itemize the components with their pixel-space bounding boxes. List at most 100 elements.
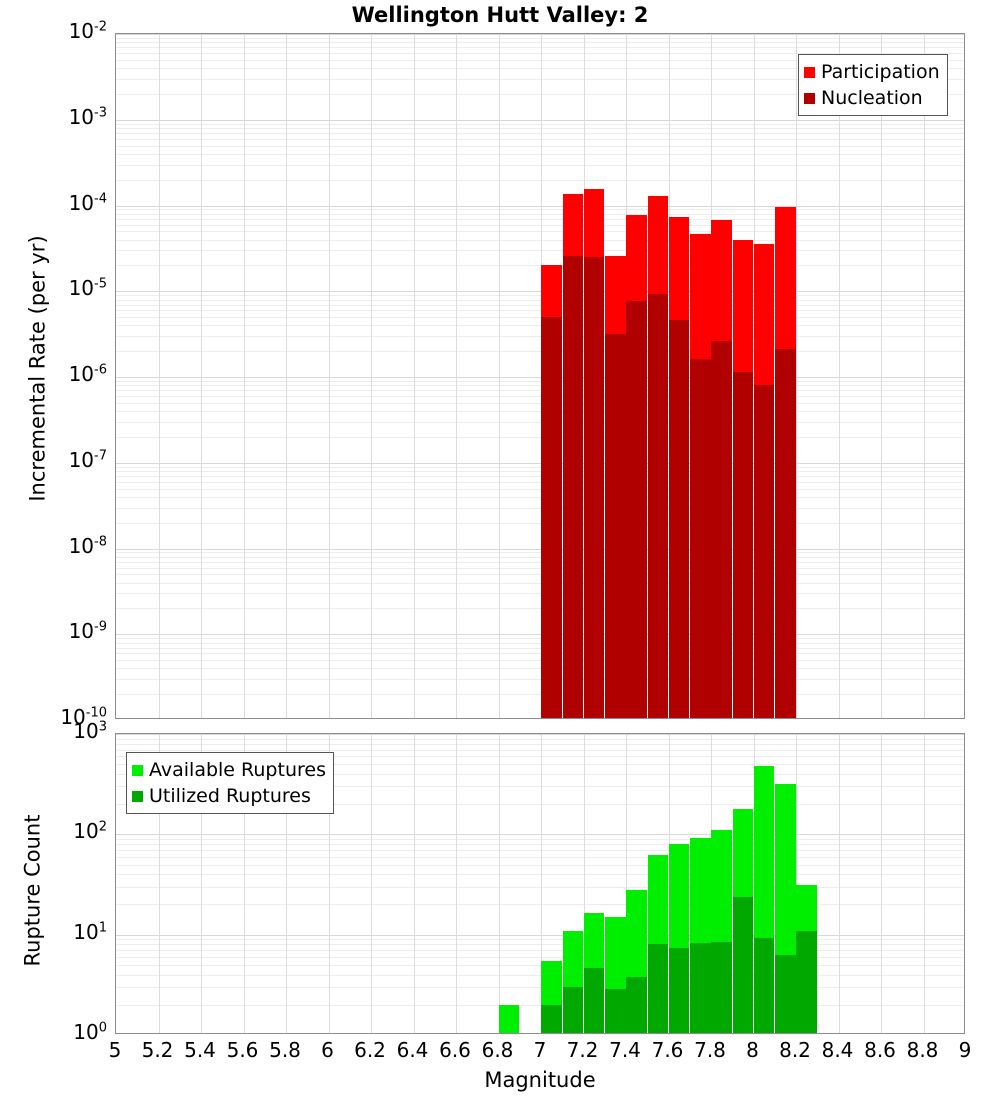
gridline-minor bbox=[116, 390, 964, 392]
gridline-vertical bbox=[498, 734, 500, 1033]
bar-nucleation bbox=[626, 300, 647, 718]
gridline-minor bbox=[116, 844, 964, 846]
gridline-major bbox=[116, 205, 964, 207]
gridline-minor bbox=[116, 786, 964, 788]
gridline-minor bbox=[116, 231, 964, 233]
gridline-major bbox=[116, 377, 964, 378]
x-axis-tick-label: 7 bbox=[533, 1038, 547, 1062]
gridline-vertical bbox=[243, 734, 245, 1033]
gridline-minor bbox=[116, 956, 964, 958]
gridline-minor bbox=[116, 556, 964, 558]
bar-utilized-ruptures bbox=[668, 948, 690, 1033]
gridline-minor bbox=[116, 496, 964, 498]
gridline-vertical bbox=[796, 734, 797, 1033]
incremental-rate-plot bbox=[115, 33, 965, 719]
gridline-minor bbox=[116, 466, 964, 468]
gridline-minor bbox=[116, 128, 964, 130]
gridline-vertical bbox=[626, 734, 627, 1033]
gridline-minor bbox=[116, 950, 964, 952]
y-axis-tick-label: 100 bbox=[73, 1020, 107, 1044]
gridline-minor bbox=[116, 218, 964, 220]
gridline-minor bbox=[116, 939, 964, 941]
x-axis-tick-label: 8 bbox=[746, 1038, 759, 1062]
x-axis-tick-label: 7.8 bbox=[694, 1038, 726, 1062]
x-axis-tick-label: 8.2 bbox=[779, 1038, 811, 1062]
bar-nucleation bbox=[583, 257, 605, 718]
gridline-minor bbox=[116, 574, 964, 576]
x-axis-tick-label: 6.8 bbox=[481, 1038, 514, 1062]
gridline-minor bbox=[116, 396, 964, 398]
gridline-vertical bbox=[583, 734, 585, 1033]
bar-nucleation bbox=[775, 349, 796, 718]
gridline-minor bbox=[116, 411, 964, 413]
gridline-major bbox=[116, 548, 964, 550]
gridline-vertical bbox=[881, 734, 882, 1033]
bar-utilized-ruptures bbox=[541, 1004, 562, 1033]
legend-label: Participation bbox=[821, 60, 940, 83]
bar-utilized-ruptures bbox=[647, 944, 669, 1033]
legend-swatch-icon bbox=[804, 92, 815, 104]
gridline-minor bbox=[116, 380, 964, 382]
y-axis-tick-label: 10-8 bbox=[68, 533, 107, 558]
gridline-minor bbox=[116, 582, 964, 584]
incremental-rate-legend: Participation Nucleation bbox=[798, 54, 948, 116]
gridline-vertical bbox=[158, 734, 160, 1033]
bar-utilized-ruptures bbox=[775, 955, 796, 1033]
gridline-vertical bbox=[541, 734, 542, 1033]
gridline-minor bbox=[116, 42, 964, 44]
legend-item: Utilized Ruptures bbox=[132, 783, 326, 809]
gridline-vertical bbox=[328, 734, 330, 1033]
gridline-minor bbox=[116, 668, 964, 670]
y-axis-tick-label: 10-6 bbox=[68, 362, 107, 386]
bar-utilized-ruptures bbox=[605, 988, 626, 1033]
gridline-minor bbox=[116, 47, 964, 49]
page-title: Wellington Hutt Valley: 2 bbox=[351, 3, 649, 27]
gridline-minor bbox=[116, 265, 964, 267]
legend-item: Participation bbox=[804, 59, 940, 85]
x-axis-tick-label: 7.2 bbox=[566, 1038, 599, 1062]
y-axis-tick-label: 10-4 bbox=[68, 190, 107, 215]
gridline-minor bbox=[116, 68, 964, 70]
gridline-minor bbox=[116, 153, 964, 155]
bar-utilized-ruptures bbox=[732, 896, 754, 1033]
x-axis-tick-label: 5.8 bbox=[269, 1038, 301, 1062]
bar-nucleation bbox=[668, 320, 690, 718]
gridline-minor bbox=[116, 743, 964, 745]
gridline-vertical bbox=[881, 34, 882, 718]
legend-item: Available Ruptures bbox=[132, 757, 326, 783]
legend-label: Nucleation bbox=[821, 86, 923, 109]
gridline-minor bbox=[116, 694, 964, 696]
gridline-vertical bbox=[413, 34, 415, 718]
gridline-minor bbox=[116, 756, 964, 758]
gridline-minor bbox=[116, 164, 964, 166]
gridline-minor bbox=[116, 295, 964, 297]
gridline-minor bbox=[116, 250, 964, 252]
gridline-minor bbox=[116, 738, 964, 740]
gridline-minor bbox=[116, 336, 964, 338]
gridline-minor bbox=[116, 507, 964, 509]
x-axis-tick-label: 7.4 bbox=[609, 1038, 641, 1062]
bar-nucleation bbox=[541, 317, 562, 718]
x-axis-tick-label: 8.4 bbox=[821, 1038, 854, 1062]
gridline-minor bbox=[116, 1004, 964, 1006]
gridline-minor bbox=[116, 974, 964, 976]
bar-nucleation bbox=[753, 385, 775, 718]
y-axis-tick-label: 10-7 bbox=[68, 447, 107, 472]
gridline-minor bbox=[116, 608, 964, 610]
bar-nucleation bbox=[711, 341, 732, 718]
gridline-vertical bbox=[286, 34, 287, 718]
gridline-minor bbox=[116, 488, 964, 490]
gridline-minor bbox=[116, 213, 964, 215]
gridline-minor bbox=[116, 317, 964, 319]
gridline-minor bbox=[116, 838, 964, 840]
bar-nucleation bbox=[605, 333, 626, 718]
gridline-minor bbox=[116, 310, 964, 312]
gridline-vertical bbox=[923, 34, 925, 718]
gridline-vertical bbox=[371, 734, 372, 1033]
legend-label: Available Ruptures bbox=[149, 758, 326, 781]
y-axis-tick-label: 102 bbox=[73, 819, 107, 844]
x-axis-tick-label: 6 bbox=[321, 1038, 334, 1062]
gridline-minor bbox=[116, 749, 964, 751]
gridline-vertical bbox=[243, 34, 245, 718]
